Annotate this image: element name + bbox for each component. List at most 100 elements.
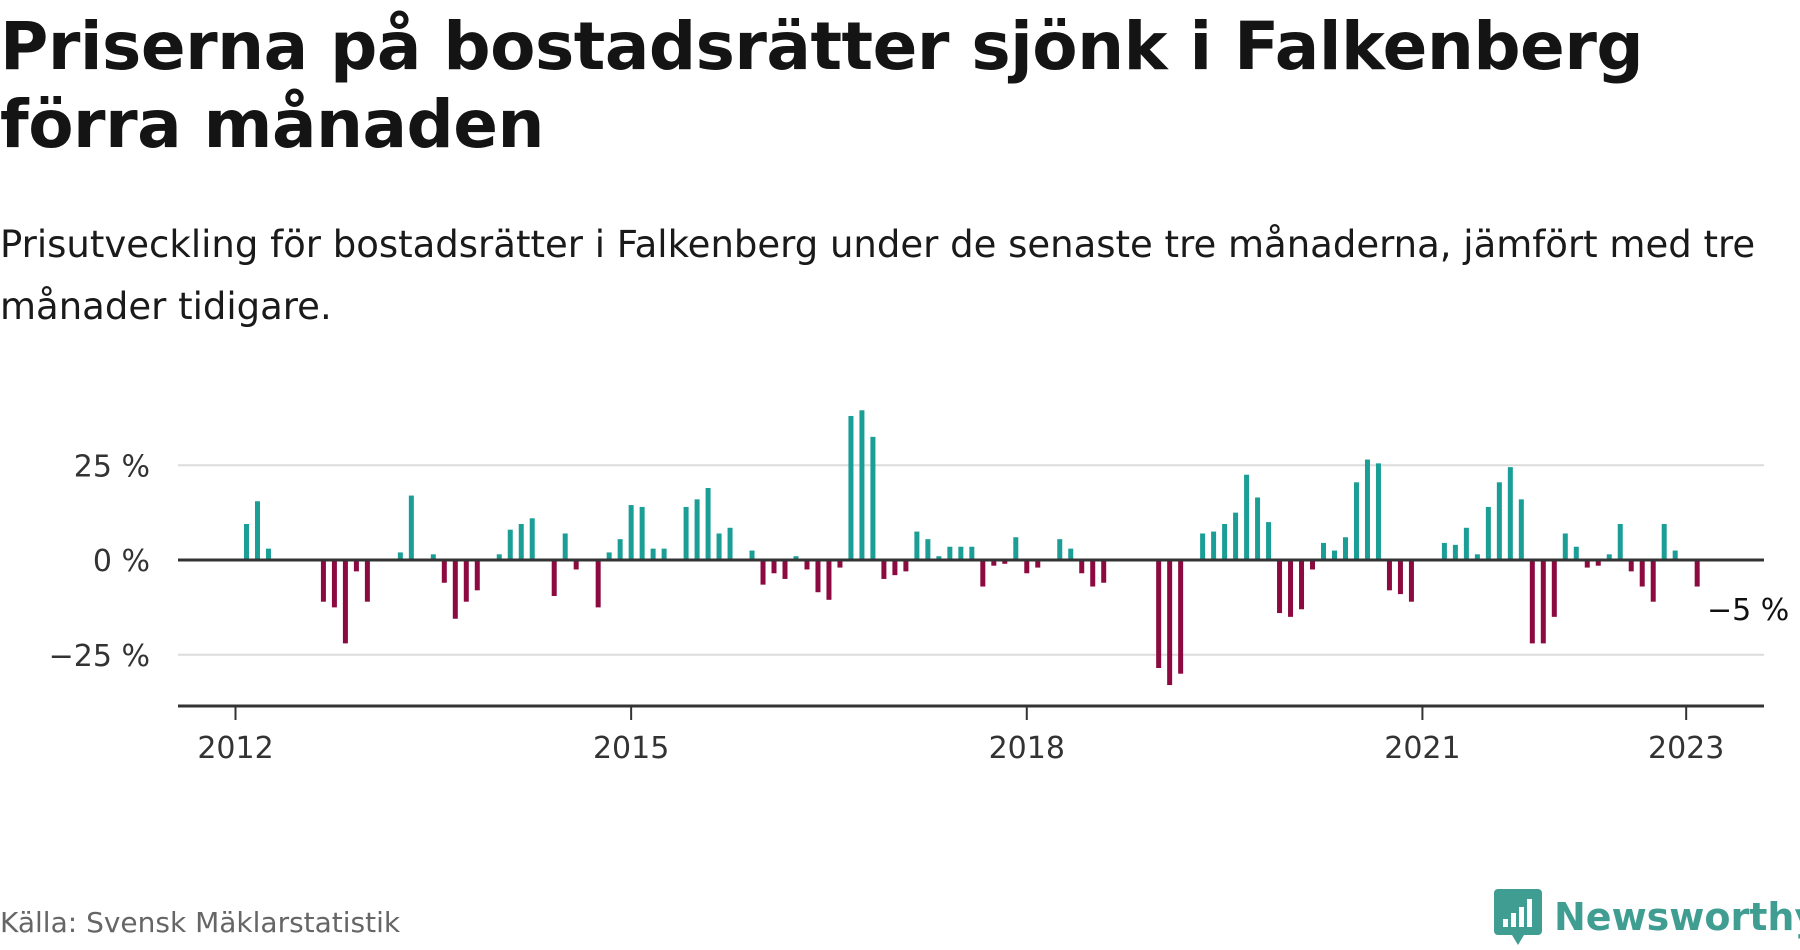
bar [1332,550,1337,560]
bar [1035,560,1041,568]
bar [441,560,447,583]
bar [870,436,876,560]
bar [1211,531,1217,560]
bar [760,560,766,585]
bar [881,560,887,579]
bar [1222,524,1228,561]
brand-name: Newsworthy [1554,895,1800,939]
bar [1156,560,1162,669]
bar [243,524,249,561]
bar [1068,548,1074,560]
x-tick-label: 2018 [989,731,1065,766]
bars [243,410,1700,686]
bar [1266,522,1272,560]
bar [1299,560,1305,610]
bar [716,533,722,560]
source-credit: Källa: Svensk Mäklarstatistik [0,906,401,939]
bar [1321,542,1327,560]
bar [782,560,788,579]
brand-logo: Newsworthy [1494,884,1800,950]
bar [551,560,557,597]
x-tick-label: 2023 [1648,731,1724,766]
bar [1244,474,1250,560]
page-title: Priserna på bostadsrätter sjönk i Falken… [0,8,1644,163]
y-tick-label: −25 % [49,639,150,674]
latest-value-label: −5 % [1707,593,1789,628]
bar [1639,560,1645,587]
bar [331,560,337,608]
bar [1672,550,1678,560]
bar [925,539,931,560]
bar [1562,533,1568,560]
bar [694,499,700,560]
bar [859,410,865,560]
bar [1342,537,1348,560]
bar [914,531,920,560]
bar [1079,560,1085,574]
bar [661,548,667,560]
bar [980,560,986,587]
bar [1101,560,1107,583]
bar [848,415,854,560]
bar [1573,546,1579,561]
bar [683,506,689,560]
bar [947,546,953,561]
x-tick-label: 2021 [1384,731,1460,766]
bar [1496,482,1502,560]
x-tick-label: 2015 [593,731,669,766]
bar [903,560,909,572]
bar [1178,560,1184,674]
bar [1551,560,1557,617]
bar [452,560,458,619]
bar [606,552,612,560]
bar [353,560,359,572]
bar [562,533,568,560]
bar [1606,554,1612,560]
bar [1628,560,1634,572]
bar [254,501,260,560]
bar [1013,537,1019,560]
bar [1474,554,1480,560]
bar [595,560,601,608]
bar [1057,539,1063,560]
bar [1529,560,1535,644]
bar [397,552,403,560]
bar [1485,506,1491,560]
page-subtitle: Prisutveckling för bostadsrätter i Falke… [0,223,1756,328]
bar [507,529,513,560]
bar [342,560,348,644]
bar [991,560,997,566]
bar [496,554,502,560]
bar-chart-speech-bubble-icon [1494,889,1542,945]
x-tick-label: 2012 [197,731,273,766]
bar [1650,560,1656,602]
bar [1255,497,1261,561]
bar [650,548,656,560]
bar [793,556,799,560]
bar [1233,512,1239,561]
bar [529,518,535,560]
bar [639,506,645,560]
bar [1518,499,1524,560]
bar [1386,560,1392,591]
bar [1167,560,1173,686]
bar [1441,542,1447,560]
bar [1463,527,1469,560]
bar [1584,560,1590,568]
bar [1507,467,1513,560]
axis-labels: 25 % 0 % −25 % 2012 2015 2018 2021 2023 −5 % [49,449,1790,766]
bar [771,560,777,574]
bar [1364,459,1370,560]
bar [1277,560,1283,614]
bar [1617,524,1623,561]
bar [1408,560,1414,602]
bar [804,560,810,570]
gridlines [178,464,1764,656]
bar [1452,544,1458,560]
axes [178,558,1764,720]
bar [1288,560,1294,617]
bar [705,487,711,560]
bar [958,546,964,561]
bar [892,560,898,576]
bar [518,524,524,561]
